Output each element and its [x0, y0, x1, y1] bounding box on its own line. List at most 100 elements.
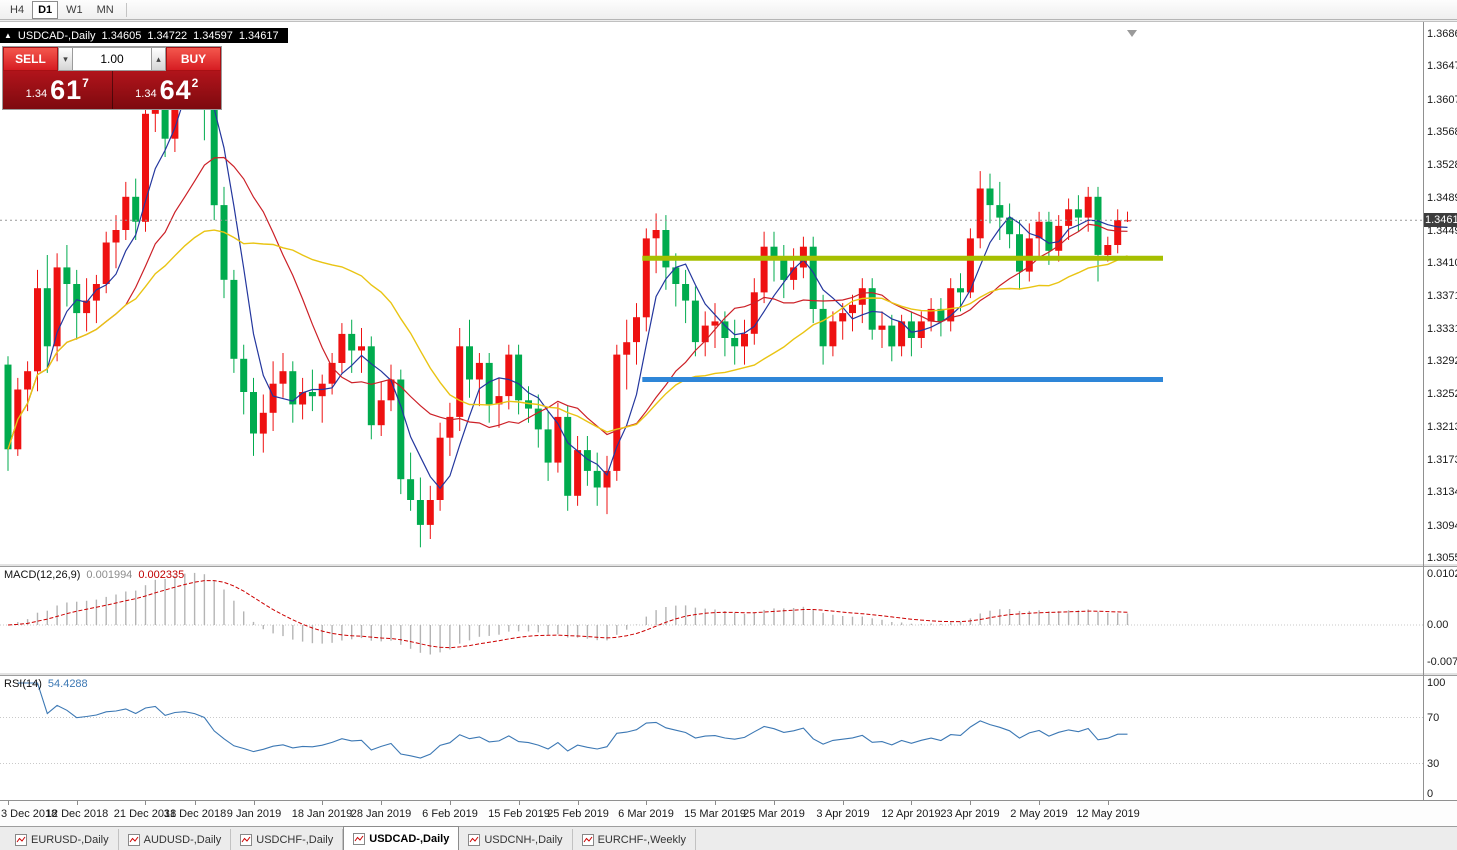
panel-splitter[interactable]	[0, 672, 1457, 676]
chart-tab-icon	[240, 833, 253, 846]
date-axis-label: 2 May 2019	[1010, 808, 1068, 820]
rsi-axis-label: 100	[1427, 677, 1446, 689]
macd-title: MACD(12,26,9) 0.001994 0.002335	[4, 569, 184, 581]
timeframe-button-mn[interactable]: MN	[96, 3, 114, 16]
date-tick	[8, 801, 9, 805]
macd-axis-label: 0.01022	[1427, 568, 1457, 580]
date-axis-label: 15 Feb 2019	[488, 808, 550, 820]
date-tick	[519, 801, 520, 805]
macd-value: 0.001994	[86, 569, 133, 581]
timeframe-button-w1[interactable]: W1	[66, 3, 83, 16]
volume-increase-button[interactable]: ▴	[151, 47, 166, 71]
chart-window[interactable]: ▲ USDCAD-,Daily 1.34605 1.34722 1.34597 …	[0, 21, 1457, 826]
ohlc-low: 1.34597	[193, 29, 233, 42]
chart-tab-icon	[15, 833, 27, 846]
date-axis-label: 6 Mar 2019	[618, 808, 674, 820]
date-axis-label: 18 Jan 2019	[291, 808, 353, 820]
collapse-triangle-icon: ▲	[4, 31, 12, 40]
macd-axis-label: -0.00747	[1427, 656, 1457, 668]
chart-tab-label: USDCNH-,Daily	[484, 833, 563, 846]
sell-button[interactable]: SELL	[3, 47, 58, 71]
buy-price-display[interactable]: 1.34 64 2	[111, 71, 222, 109]
date-tick	[195, 801, 196, 805]
chart-tab-eurchf-weekly[interactable]: EURCHF-,Weekly	[573, 829, 696, 850]
price-axis-label: 1.33710	[1427, 290, 1457, 302]
date-axis-label: 25 Feb 2019	[547, 808, 609, 820]
sell-price-pip: 7	[82, 76, 89, 90]
price-axis-label: 1.32920	[1427, 355, 1457, 367]
date-tick	[145, 801, 146, 805]
date-tick	[450, 801, 451, 805]
chart-tab-label: USDCAD-,Daily	[369, 832, 450, 845]
chart-tab-icon	[468, 833, 481, 846]
price-axis-label: 1.34890	[1427, 192, 1457, 204]
chart-shift-marker-icon[interactable]	[1127, 30, 1137, 37]
date-tick	[911, 801, 912, 805]
price-axis-label: 1.30940	[1427, 520, 1457, 532]
macd-indicator-chart[interactable]	[0, 567, 1423, 672]
price-axis-label: 1.31340	[1427, 486, 1457, 498]
date-tick	[1039, 801, 1040, 805]
buy-price-figure: 1.34	[135, 88, 157, 100]
chart-tab-bar: EURUSD-,Daily AUDUSD-,Daily USDCHF-,Daily U…	[0, 826, 1457, 850]
date-tick	[774, 801, 775, 805]
macd-signal-value: 0.002335	[138, 569, 185, 581]
price-axis-label: 1.36860	[1427, 28, 1457, 40]
price-axis-label: 1.35680	[1427, 126, 1457, 138]
timeframe-button-h4[interactable]: H4	[10, 3, 25, 16]
chart-tab-icon	[127, 833, 140, 846]
price-axis-label: 1.32520	[1427, 388, 1457, 400]
rsi-title: RSI(14) 54.4288	[4, 678, 88, 690]
rsi-axis-label: 70	[1427, 712, 1440, 724]
price-axis-label: 1.34490	[1427, 225, 1457, 237]
price-axis-border	[1423, 22, 1424, 800]
date-axis-label: 12 Apr 2019	[881, 808, 941, 820]
toolbar-separator	[125, 2, 127, 17]
chart-tab-usdcnh-daily[interactable]: USDCNH-,Daily	[459, 829, 573, 850]
price-axis-label: 1.34100	[1427, 257, 1457, 269]
chart-tab-audusd-daily[interactable]: AUDUSD-,Daily	[119, 829, 232, 850]
date-axis[interactable]: 3 Dec 2018 12 Dec 2018 21 Dec 2018 31 Dec 2…	[0, 800, 1457, 826]
volume-decrease-button[interactable]: ▾	[58, 47, 73, 71]
date-axis-label: 21 Dec 2018	[113, 808, 177, 820]
sell-price-big: 61	[50, 74, 83, 105]
date-axis-label: 12 May 2019	[1076, 808, 1140, 820]
date-axis-label: 31 Dec 2018	[163, 808, 227, 820]
chart-tab-label: EURUSD-,Daily	[31, 833, 109, 846]
chart-title-bar: ▲ USDCAD-,Daily 1.34605 1.34722 1.34597 …	[0, 28, 288, 43]
price-axis-label: 1.32130	[1427, 421, 1457, 433]
chart-tab-usdchf-daily[interactable]: USDCHF-,Daily	[231, 829, 344, 850]
buy-button[interactable]: BUY	[166, 47, 221, 71]
rsi-axis-label: 0	[1427, 788, 1434, 800]
timeframe-button-d1[interactable]: D1	[32, 0, 59, 19]
date-tick	[1108, 801, 1109, 805]
current-price-tag: 1.34617	[1424, 213, 1457, 227]
date-tick	[715, 801, 716, 805]
date-axis-label: 3 Dec 2018	[1, 808, 58, 820]
rsi-axis-label: 30	[1427, 758, 1440, 770]
price-axis-label: 1.36070	[1427, 94, 1457, 106]
date-tick	[381, 801, 382, 805]
chart-tab-eurusd-daily[interactable]: EURUSD-,Daily	[6, 829, 119, 850]
price-axis-label: 1.31730	[1427, 454, 1457, 466]
chart-tab-icon	[581, 833, 594, 846]
price-axis-label: 1.35280	[1427, 159, 1457, 171]
panel-splitter[interactable]	[0, 563, 1457, 567]
chart-tab-usdcad-daily[interactable]: USDCAD-,Daily	[343, 826, 460, 850]
date-axis-label: 6 Feb 2019	[422, 808, 478, 820]
date-tick	[970, 801, 971, 805]
rsi-indicator-chart[interactable]	[0, 676, 1423, 800]
date-tick	[322, 801, 323, 805]
timeframe-toolbar: H4 D1 W1 MN	[0, 0, 1457, 20]
buy-price-big: 64	[159, 74, 192, 105]
ohlc-high: 1.34722	[147, 29, 188, 42]
chart-symbol-label: USDCAD-,Daily	[17, 29, 96, 42]
rsi-name: RSI(14)	[4, 678, 42, 690]
trade-prices-row: 1.34 61 7 1.34 64 2	[3, 71, 221, 109]
rsi-value: 54.4288	[47, 678, 88, 690]
volume-input[interactable]	[73, 47, 151, 71]
date-axis-label: 3 Apr 2019	[816, 808, 870, 820]
ohlc-close: 1.34617	[238, 29, 279, 42]
sell-price-display[interactable]: 1.34 61 7	[3, 71, 112, 109]
current-price-value: 1.34617	[1425, 214, 1457, 226]
